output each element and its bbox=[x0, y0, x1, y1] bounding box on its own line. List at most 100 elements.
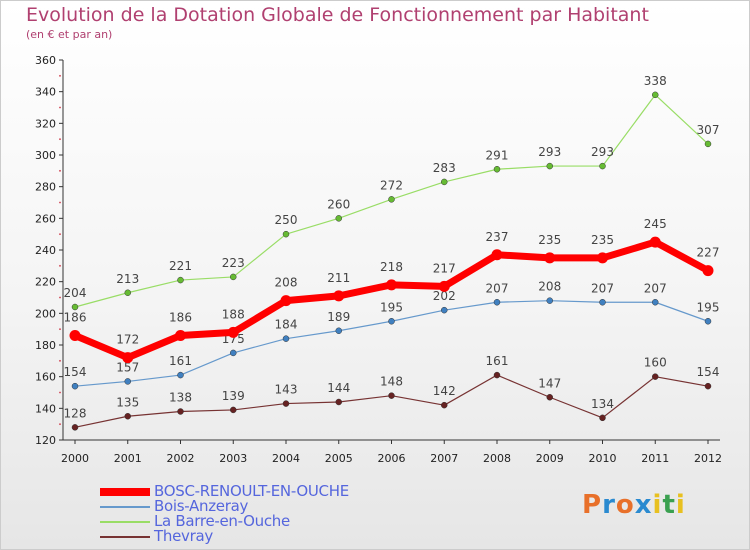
data-point bbox=[491, 249, 503, 261]
y-minor-tick bbox=[59, 296, 61, 299]
legend-item: Thevray bbox=[100, 529, 349, 544]
data-label: 218 bbox=[380, 260, 403, 274]
data-point bbox=[546, 297, 553, 304]
legend-swatch bbox=[100, 487, 150, 496]
data-label: 272 bbox=[380, 178, 403, 192]
y-tick-label: 280 bbox=[35, 181, 56, 194]
legend-label: La Barre-en-Ouche bbox=[154, 512, 290, 530]
data-point bbox=[438, 280, 450, 292]
data-label: 139 bbox=[222, 389, 245, 403]
data-label: 161 bbox=[169, 354, 192, 368]
data-point bbox=[702, 265, 714, 277]
y-tick-label: 140 bbox=[35, 402, 56, 415]
y-tick-label: 300 bbox=[35, 149, 56, 162]
x-tick-label: 2004 bbox=[272, 452, 300, 465]
data-label: 338 bbox=[644, 74, 667, 88]
data-point bbox=[71, 424, 79, 431]
x-tick-label: 2006 bbox=[378, 452, 406, 465]
legend-item: Bois-Anzeray bbox=[100, 499, 349, 514]
data-label: 307 bbox=[697, 123, 720, 137]
data-label: 207 bbox=[486, 281, 509, 295]
x-tick-label: 2009 bbox=[536, 452, 564, 465]
y-tick-label: 340 bbox=[35, 86, 56, 99]
legend-item: La Barre-en-Ouche bbox=[100, 514, 349, 529]
data-label: 293 bbox=[538, 145, 561, 159]
data-label: 221 bbox=[169, 259, 192, 273]
x-tick-label: 2010 bbox=[589, 452, 617, 465]
data-label: 195 bbox=[697, 300, 720, 314]
data-point bbox=[227, 326, 239, 338]
data-point bbox=[333, 290, 345, 302]
data-point bbox=[493, 299, 501, 306]
x-tick-label: 2007 bbox=[430, 452, 458, 465]
data-point bbox=[599, 162, 606, 170]
data-point bbox=[597, 252, 608, 264]
logo-letter: x bbox=[634, 490, 653, 520]
x-tick-label: 2005 bbox=[325, 452, 353, 465]
data-point bbox=[335, 398, 342, 406]
y-tick-label: 160 bbox=[35, 371, 56, 384]
data-label: 154 bbox=[697, 365, 720, 379]
data-point bbox=[230, 273, 237, 281]
data-label: 188 bbox=[222, 307, 245, 321]
data-point bbox=[177, 408, 184, 415]
y-tick-label: 120 bbox=[35, 434, 56, 447]
data-point bbox=[441, 306, 448, 314]
data-point bbox=[599, 414, 606, 422]
data-label: 208 bbox=[275, 276, 298, 290]
data-point bbox=[177, 276, 184, 284]
data-point bbox=[493, 166, 501, 173]
data-label: 148 bbox=[380, 375, 403, 389]
data-point bbox=[71, 382, 79, 390]
data-label: 291 bbox=[486, 148, 509, 162]
data-label: 138 bbox=[169, 391, 192, 405]
y-tick-label: 320 bbox=[35, 117, 56, 130]
data-point bbox=[335, 215, 342, 222]
x-tick-label: 2001 bbox=[114, 452, 142, 465]
data-label: 134 bbox=[591, 397, 614, 411]
data-label: 143 bbox=[275, 383, 298, 397]
data-point bbox=[69, 330, 81, 341]
chart-subtitle: (en € et par an) bbox=[26, 28, 113, 41]
y-minor-tick bbox=[59, 264, 61, 267]
logo-letter: t bbox=[662, 490, 676, 520]
data-label: 250 bbox=[275, 213, 298, 227]
data-label: 147 bbox=[538, 376, 561, 390]
data-point bbox=[124, 289, 131, 296]
data-point bbox=[388, 196, 395, 203]
data-point bbox=[652, 91, 659, 99]
data-label: 161 bbox=[486, 354, 509, 368]
data-label: 213 bbox=[116, 272, 139, 286]
legend-swatch bbox=[100, 520, 150, 523]
data-label: 154 bbox=[64, 365, 87, 379]
x-tick-label: 2011 bbox=[641, 452, 669, 465]
data-point bbox=[704, 140, 712, 148]
data-point bbox=[652, 299, 659, 306]
data-label: 235 bbox=[591, 233, 614, 247]
y-tick-label: 180 bbox=[35, 339, 56, 352]
data-point bbox=[704, 318, 712, 325]
data-label: 208 bbox=[538, 280, 561, 294]
x-tick-label: 2000 bbox=[61, 452, 89, 465]
logo-letter: P bbox=[582, 490, 603, 520]
data-label: 160 bbox=[644, 356, 667, 370]
x-tick-label: 2003 bbox=[219, 452, 247, 465]
data-point bbox=[652, 373, 659, 380]
data-label: 186 bbox=[64, 311, 87, 325]
proxiti-logo: Proxiti bbox=[582, 490, 686, 520]
data-point bbox=[386, 279, 397, 291]
data-label: 207 bbox=[591, 281, 614, 295]
data-point bbox=[546, 394, 553, 401]
x-tick-label: 2012 bbox=[694, 452, 722, 465]
y-minor-tick bbox=[59, 138, 61, 141]
data-label: 186 bbox=[169, 311, 192, 325]
data-point bbox=[388, 392, 395, 399]
data-point bbox=[280, 295, 292, 307]
data-label: 202 bbox=[433, 289, 456, 303]
data-label: 184 bbox=[275, 318, 298, 332]
y-tick-label: 220 bbox=[35, 276, 56, 289]
logo-letter: i bbox=[652, 490, 663, 520]
data-label: 217 bbox=[433, 261, 456, 275]
